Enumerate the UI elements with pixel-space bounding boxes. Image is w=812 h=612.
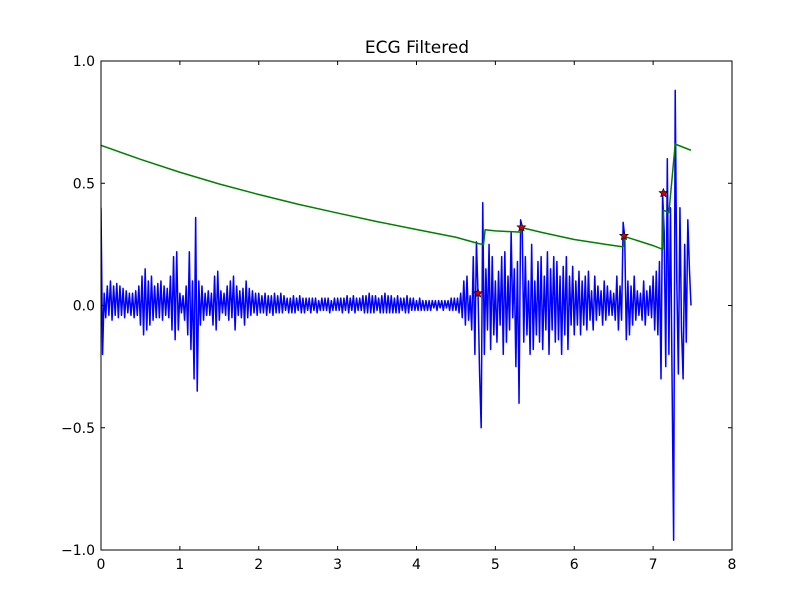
ecg-signal-line (101, 89, 692, 541)
peak-marker (472, 287, 484, 298)
y-tick-label: −0.5 (61, 421, 95, 437)
peak-markers (472, 187, 669, 298)
plot-area (101, 89, 692, 541)
y-tick-label: 0.5 (73, 176, 95, 192)
y-tick-label: −1.0 (61, 543, 95, 559)
x-tick-label: 6 (570, 557, 579, 573)
y-tick-label: 0.0 (73, 299, 95, 315)
x-tick-label: 3 (333, 557, 342, 573)
x-tick-label: 7 (649, 557, 658, 573)
x-tick-label: 2 (254, 557, 263, 573)
peak-marker (658, 187, 669, 198)
chart-title: ECG Filtered (365, 38, 469, 58)
peak-marker (516, 221, 527, 232)
peak-marker (618, 230, 629, 241)
x-tick-label: 0 (97, 557, 106, 573)
x-tick-label: 5 (491, 557, 500, 573)
x-tick-label: 4 (412, 557, 421, 573)
x-tick-label: 8 (728, 557, 737, 573)
y-tick-label: 1.0 (73, 54, 95, 70)
axis-ticks: 0 1 2 3 4 5 6 7 8 −1.0 −0.5 0.0 0.5 1.0 (61, 54, 736, 573)
x-tick-label: 1 (175, 557, 184, 573)
threshold-line (101, 143, 692, 251)
